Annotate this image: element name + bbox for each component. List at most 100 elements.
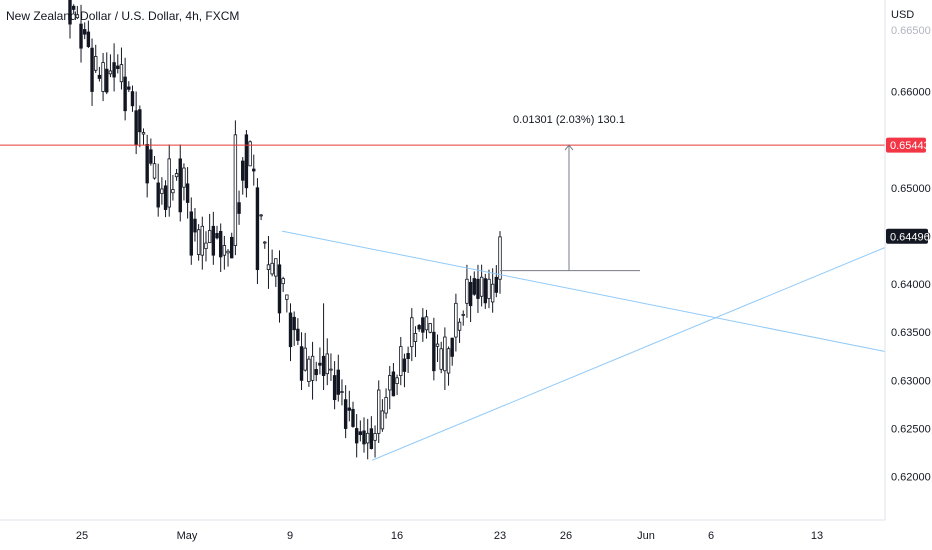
candle-body[interactable] <box>410 317 414 348</box>
candle-body[interactable] <box>424 316 429 331</box>
candle-body[interactable] <box>318 362 322 366</box>
candle-body[interactable] <box>292 316 296 331</box>
candle-body[interactable] <box>90 47 94 92</box>
candle-body[interactable] <box>435 343 440 347</box>
candle-body[interactable] <box>149 149 153 164</box>
candle-body[interactable] <box>336 369 340 395</box>
price-axis[interactable]: USD 0.66500 0.62000 0.62500 0.63000 0.63500… <box>884 0 931 520</box>
candle-body[interactable] <box>105 68 109 93</box>
candle-body[interactable] <box>428 323 432 333</box>
candle-body[interactable] <box>138 109 142 133</box>
candle-body[interactable] <box>417 325 421 330</box>
candle-body[interactable] <box>119 64 124 83</box>
candle-body[interactable] <box>479 276 484 297</box>
candle-body[interactable] <box>97 74 102 79</box>
candle-body[interactable] <box>226 250 230 254</box>
candle-body[interactable] <box>230 236 234 259</box>
candle-body[interactable] <box>270 262 274 275</box>
candle-body[interactable] <box>134 110 138 145</box>
candle-body[interactable] <box>402 358 407 372</box>
candle-body[interactable] <box>145 144 149 184</box>
candle-body[interactable] <box>277 264 282 314</box>
candle-body[interactable] <box>399 346 403 376</box>
candle-body[interactable] <box>244 134 249 189</box>
candle-body[interactable] <box>329 368 333 371</box>
candle-body[interactable] <box>373 433 377 441</box>
candle-body[interactable] <box>299 346 304 381</box>
candle-body[interactable] <box>255 187 260 271</box>
candle-body[interactable] <box>483 278 487 304</box>
candle-body[interactable] <box>347 407 352 411</box>
candle-body[interactable] <box>211 225 216 256</box>
candle-body[interactable] <box>285 294 289 300</box>
candle-body[interactable] <box>83 29 87 35</box>
candle-body[interactable] <box>432 331 436 372</box>
candle-body[interactable] <box>116 65 120 69</box>
candle-body[interactable] <box>468 281 473 307</box>
candle-body[interactable] <box>156 182 160 208</box>
candle-body[interactable] <box>193 218 197 233</box>
candle-body[interactable] <box>248 141 252 167</box>
time-axis[interactable]: 25 May 9 16 23 26 Jun 6 13 <box>0 519 885 542</box>
candle-body[interactable] <box>123 76 127 112</box>
candle-body[interactable] <box>310 355 315 381</box>
descending-trendline[interactable] <box>281 230 886 352</box>
candle-body[interactable] <box>384 397 388 414</box>
candle-body[interactable] <box>461 313 465 316</box>
candle-body[interactable] <box>200 225 205 256</box>
candle-body[interactable] <box>281 278 285 285</box>
candle-body[interactable] <box>498 236 502 280</box>
candle-body[interactable] <box>443 336 447 372</box>
candle-body[interactable] <box>222 245 227 256</box>
candle-body[interactable] <box>314 369 318 376</box>
candle-body[interactable] <box>354 428 359 444</box>
candle-body[interactable] <box>263 241 267 244</box>
candle-body[interactable] <box>215 233 219 239</box>
candle-body[interactable] <box>259 214 263 217</box>
candle-body[interactable] <box>332 375 337 401</box>
candle-body[interactable] <box>307 358 311 383</box>
candle-body[interactable] <box>274 258 278 277</box>
candle-body[interactable] <box>377 389 381 434</box>
candle-body[interactable] <box>439 348 443 370</box>
candle-body[interactable] <box>369 428 374 449</box>
candle-body[interactable] <box>340 391 344 393</box>
candle-body[interactable] <box>189 211 193 256</box>
candle-body[interactable] <box>207 230 212 244</box>
candle-body[interactable] <box>296 328 300 341</box>
candle-body[interactable] <box>86 31 91 48</box>
candle-body[interactable] <box>79 23 83 49</box>
candle-body[interactable] <box>362 430 366 445</box>
candle-body[interactable] <box>75 14 80 19</box>
candle-body[interactable] <box>450 337 454 357</box>
candle-body[interactable] <box>237 202 241 214</box>
candle-body[interactable] <box>365 432 370 444</box>
candle-body[interactable] <box>413 333 418 342</box>
candle-body[interactable] <box>406 353 410 359</box>
candle-body[interactable] <box>321 355 326 376</box>
candle-body[interactable] <box>457 321 462 331</box>
candle-body[interactable] <box>182 167 186 188</box>
candle-body[interactable] <box>101 62 105 92</box>
candle-body[interactable] <box>127 86 131 90</box>
candle-body[interactable] <box>218 230 223 258</box>
candle-body[interactable] <box>141 132 146 135</box>
candle-body[interactable] <box>421 317 425 333</box>
candle-body[interactable] <box>171 189 175 194</box>
candle-body[interactable] <box>152 163 157 179</box>
candle-body[interactable] <box>108 70 113 75</box>
candle-body[interactable] <box>266 264 271 271</box>
candle-body[interactable] <box>178 158 182 213</box>
candle-body[interactable] <box>288 312 293 348</box>
candle-body[interactable] <box>233 134 238 246</box>
candle-body[interactable] <box>174 173 179 178</box>
candle-body[interactable] <box>380 410 385 430</box>
candle-body[interactable] <box>252 168 256 172</box>
candle-body[interactable] <box>446 348 451 374</box>
candle-body[interactable] <box>487 278 491 299</box>
candle-body[interactable] <box>196 229 201 255</box>
candle-body[interactable] <box>494 276 499 293</box>
candle-body[interactable] <box>476 278 480 299</box>
candle-body[interactable] <box>472 278 476 295</box>
candle-body[interactable] <box>68 0 72 25</box>
